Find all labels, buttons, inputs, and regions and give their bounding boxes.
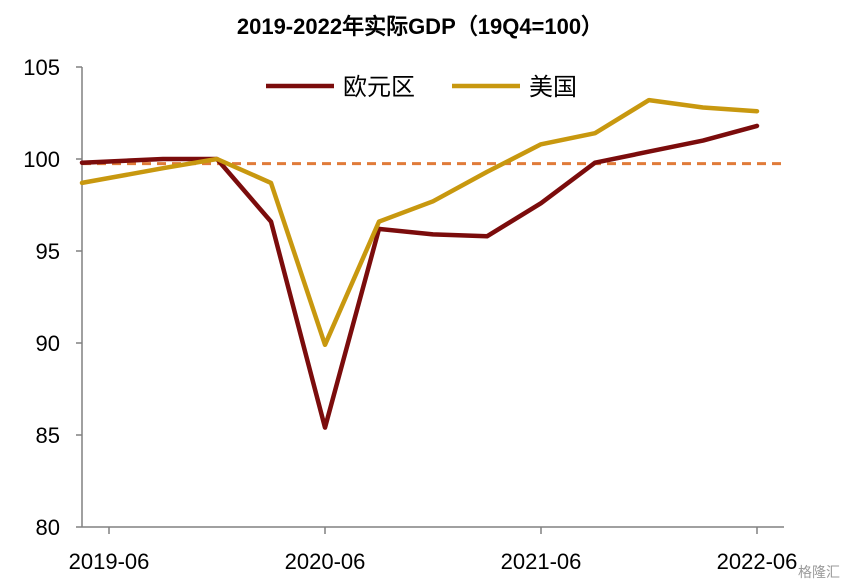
y-tick-label: 100 — [23, 147, 60, 172]
x-tick-label: 2021-06 — [501, 549, 582, 574]
y-tick-label: 105 — [23, 55, 60, 80]
legend-label-us: 美国 — [529, 74, 577, 101]
legend-label-eurozone: 欧元区 — [343, 74, 415, 101]
y-tick-label: 95 — [36, 239, 60, 264]
series-line-eurozone — [79, 123, 760, 430]
x-tick-label: 2019-06 — [69, 549, 150, 574]
watermark-text: 格隆汇 — [798, 564, 840, 580]
legend: 欧元区 美国 — [266, 74, 577, 101]
x-tick-label: 2022-06 — [717, 549, 798, 574]
y-tick-label: 85 — [36, 423, 60, 448]
y-tick-label: 90 — [36, 331, 60, 356]
axes: 80 85 90 95 100 105 2019-06 2020-06 2021-06 2022-… — [23, 55, 797, 574]
y-tick-label: 80 — [36, 515, 60, 540]
chart-title: 2019-2022年实际GDP（19Q4=100） — [237, 14, 603, 39]
plot-area — [79, 97, 784, 430]
x-tick-label: 2020-06 — [285, 549, 366, 574]
series-line-us — [79, 97, 760, 348]
